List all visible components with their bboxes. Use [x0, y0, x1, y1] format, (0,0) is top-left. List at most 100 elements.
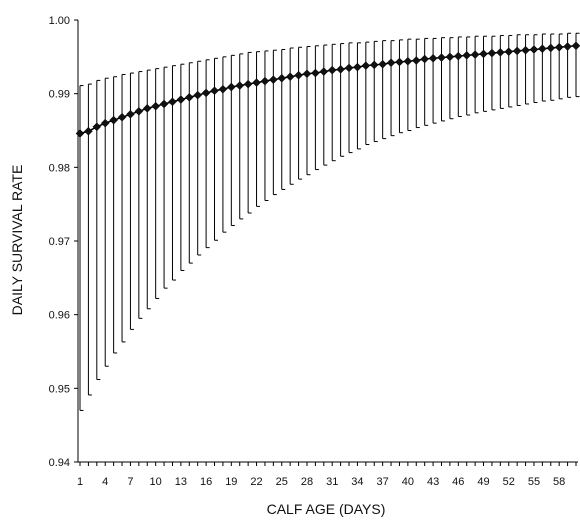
data-point [378, 59, 387, 69]
error-bar [424, 37, 429, 126]
y-tick-label: 0.94 [49, 457, 70, 469]
axes [74, 19, 578, 466]
data-point [75, 129, 85, 138]
error-bar [440, 37, 445, 122]
error-bar [516, 34, 521, 106]
error-bar [382, 40, 387, 140]
data-point [117, 112, 127, 122]
error-bar [466, 36, 471, 116]
error-bar [247, 51, 252, 214]
error-bar [432, 37, 437, 124]
x-tick-label: 22 [250, 476, 262, 488]
error-bar [323, 44, 328, 166]
x-tick-label: 7 [127, 476, 133, 488]
data-point [151, 101, 161, 111]
error-bar [365, 41, 370, 145]
data-point [159, 99, 169, 109]
data-point [428, 53, 438, 63]
error-bar [87, 83, 92, 396]
error-bar [314, 45, 319, 171]
tick-labels: 0.94 0.95 0.96 0.97 0.98 0.99 1.00 1 4 7 10 13 16 19 2… [49, 15, 566, 488]
x-tick-label: 19 [225, 476, 237, 488]
data-point [100, 118, 110, 128]
data-point [445, 52, 455, 62]
data-point [512, 46, 522, 56]
data-point [437, 53, 446, 62]
x-tick-label: 37 [377, 476, 389, 488]
data-point [176, 95, 186, 104]
data-point [126, 109, 135, 119]
data-point [260, 76, 270, 86]
x-tick-label: 52 [503, 476, 515, 488]
data-point [571, 41, 580, 51]
error-bar [491, 35, 496, 111]
error-bar [533, 34, 538, 104]
data-point [395, 57, 404, 67]
data-point [92, 122, 102, 132]
data-point [344, 63, 354, 73]
data-point [487, 48, 497, 58]
error-bar [331, 43, 336, 162]
error-bar [457, 36, 462, 118]
error-bar [348, 42, 353, 154]
y-tick-label: 1.00 [49, 15, 70, 27]
data-point [479, 49, 488, 59]
data-point [235, 81, 245, 90]
error-bar [356, 42, 361, 150]
error-bar [264, 50, 269, 201]
data-point [411, 56, 421, 65]
x-tick-label: 34 [351, 476, 363, 488]
error-bar [474, 35, 479, 114]
y-tick-label: 0.98 [49, 162, 70, 174]
data-point [168, 97, 177, 107]
data-point [554, 42, 564, 52]
data-point [294, 70, 303, 80]
error-bar [398, 39, 403, 134]
data-point [336, 65, 345, 74]
x-tick-label: 4 [102, 476, 108, 488]
x-axis-title: CALF AGE (DAYS) [267, 501, 386, 517]
data-point [277, 73, 287, 83]
error-bar [222, 56, 227, 233]
y-tick-label: 0.95 [49, 383, 70, 395]
x-tick-label: 16 [200, 476, 212, 488]
error-bar [205, 59, 210, 249]
y-tick-label: 0.99 [49, 89, 70, 101]
data-point [109, 115, 118, 125]
data-point [184, 92, 194, 102]
data-point [84, 126, 93, 136]
x-tick-label: 43 [427, 476, 439, 488]
data-markers [75, 41, 580, 138]
error-bar [415, 38, 420, 129]
error-bar [306, 46, 311, 176]
error-bar [230, 54, 235, 227]
error-bar [373, 40, 378, 143]
data-point [529, 45, 539, 54]
error-bar [407, 38, 412, 131]
data-point [403, 56, 413, 66]
error-bar [214, 57, 219, 241]
error-bar [541, 33, 546, 102]
error-bar [525, 34, 530, 105]
data-point [521, 45, 530, 55]
error-bar [449, 37, 454, 120]
x-tick-label: 28 [301, 476, 313, 488]
error-bar [483, 35, 488, 112]
data-point [563, 42, 572, 51]
series-line [79, 45, 577, 135]
data-point [538, 44, 547, 54]
y-tick-label: 0.97 [49, 236, 70, 248]
data-point [495, 48, 505, 57]
x-tick-label: 1 [77, 476, 83, 488]
data-point [386, 58, 396, 68]
data-point [311, 68, 320, 78]
error-bar [281, 48, 286, 190]
data-point [269, 75, 278, 85]
error-bar [256, 51, 261, 207]
data-point [353, 62, 362, 72]
x-tick-label: 55 [528, 476, 540, 488]
x-tick-label: 40 [402, 476, 414, 488]
error-bar [390, 40, 395, 137]
data-point [243, 79, 253, 89]
